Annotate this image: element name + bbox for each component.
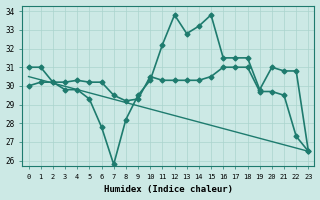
X-axis label: Humidex (Indice chaleur): Humidex (Indice chaleur) — [104, 185, 233, 194]
